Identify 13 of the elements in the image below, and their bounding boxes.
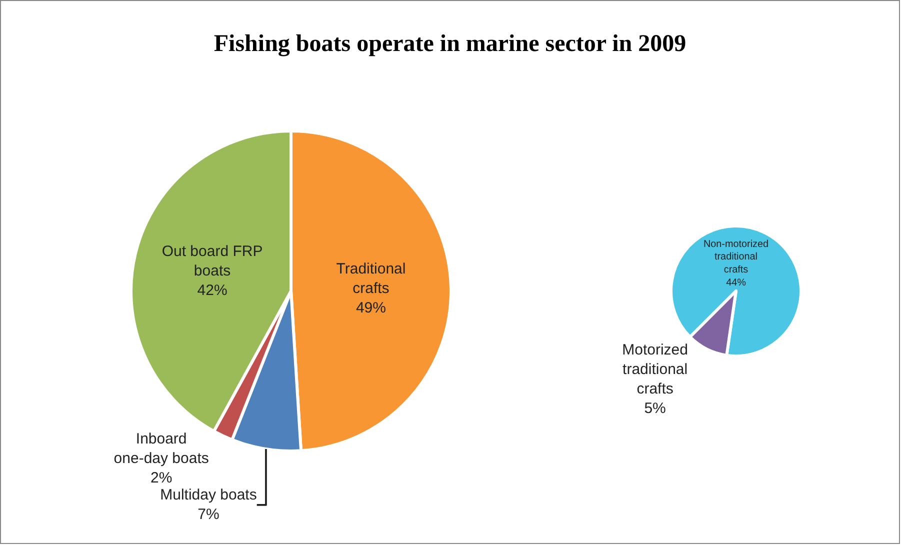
data-label: 49% bbox=[356, 299, 386, 316]
slice-label: Traditional crafts bbox=[336, 260, 406, 297]
chart-title: Fishing boats operate in marine sector in 2009 bbox=[212, 31, 688, 58]
data-label: 5% bbox=[644, 400, 666, 418]
data-label: 44% bbox=[726, 278, 746, 289]
slice-label: Multiday boats bbox=[160, 486, 257, 504]
slice-label: Non-motorized traditional crafts bbox=[703, 238, 769, 276]
data-label: 42% bbox=[197, 282, 228, 299]
slice-label: Motorized traditional crafts bbox=[622, 342, 688, 398]
data-label: 2% bbox=[150, 470, 172, 487]
slice-label: Out board FRP boats bbox=[162, 242, 263, 280]
data-label: 7% bbox=[198, 506, 220, 524]
slice-label: Inboard one-day boats bbox=[114, 430, 209, 468]
